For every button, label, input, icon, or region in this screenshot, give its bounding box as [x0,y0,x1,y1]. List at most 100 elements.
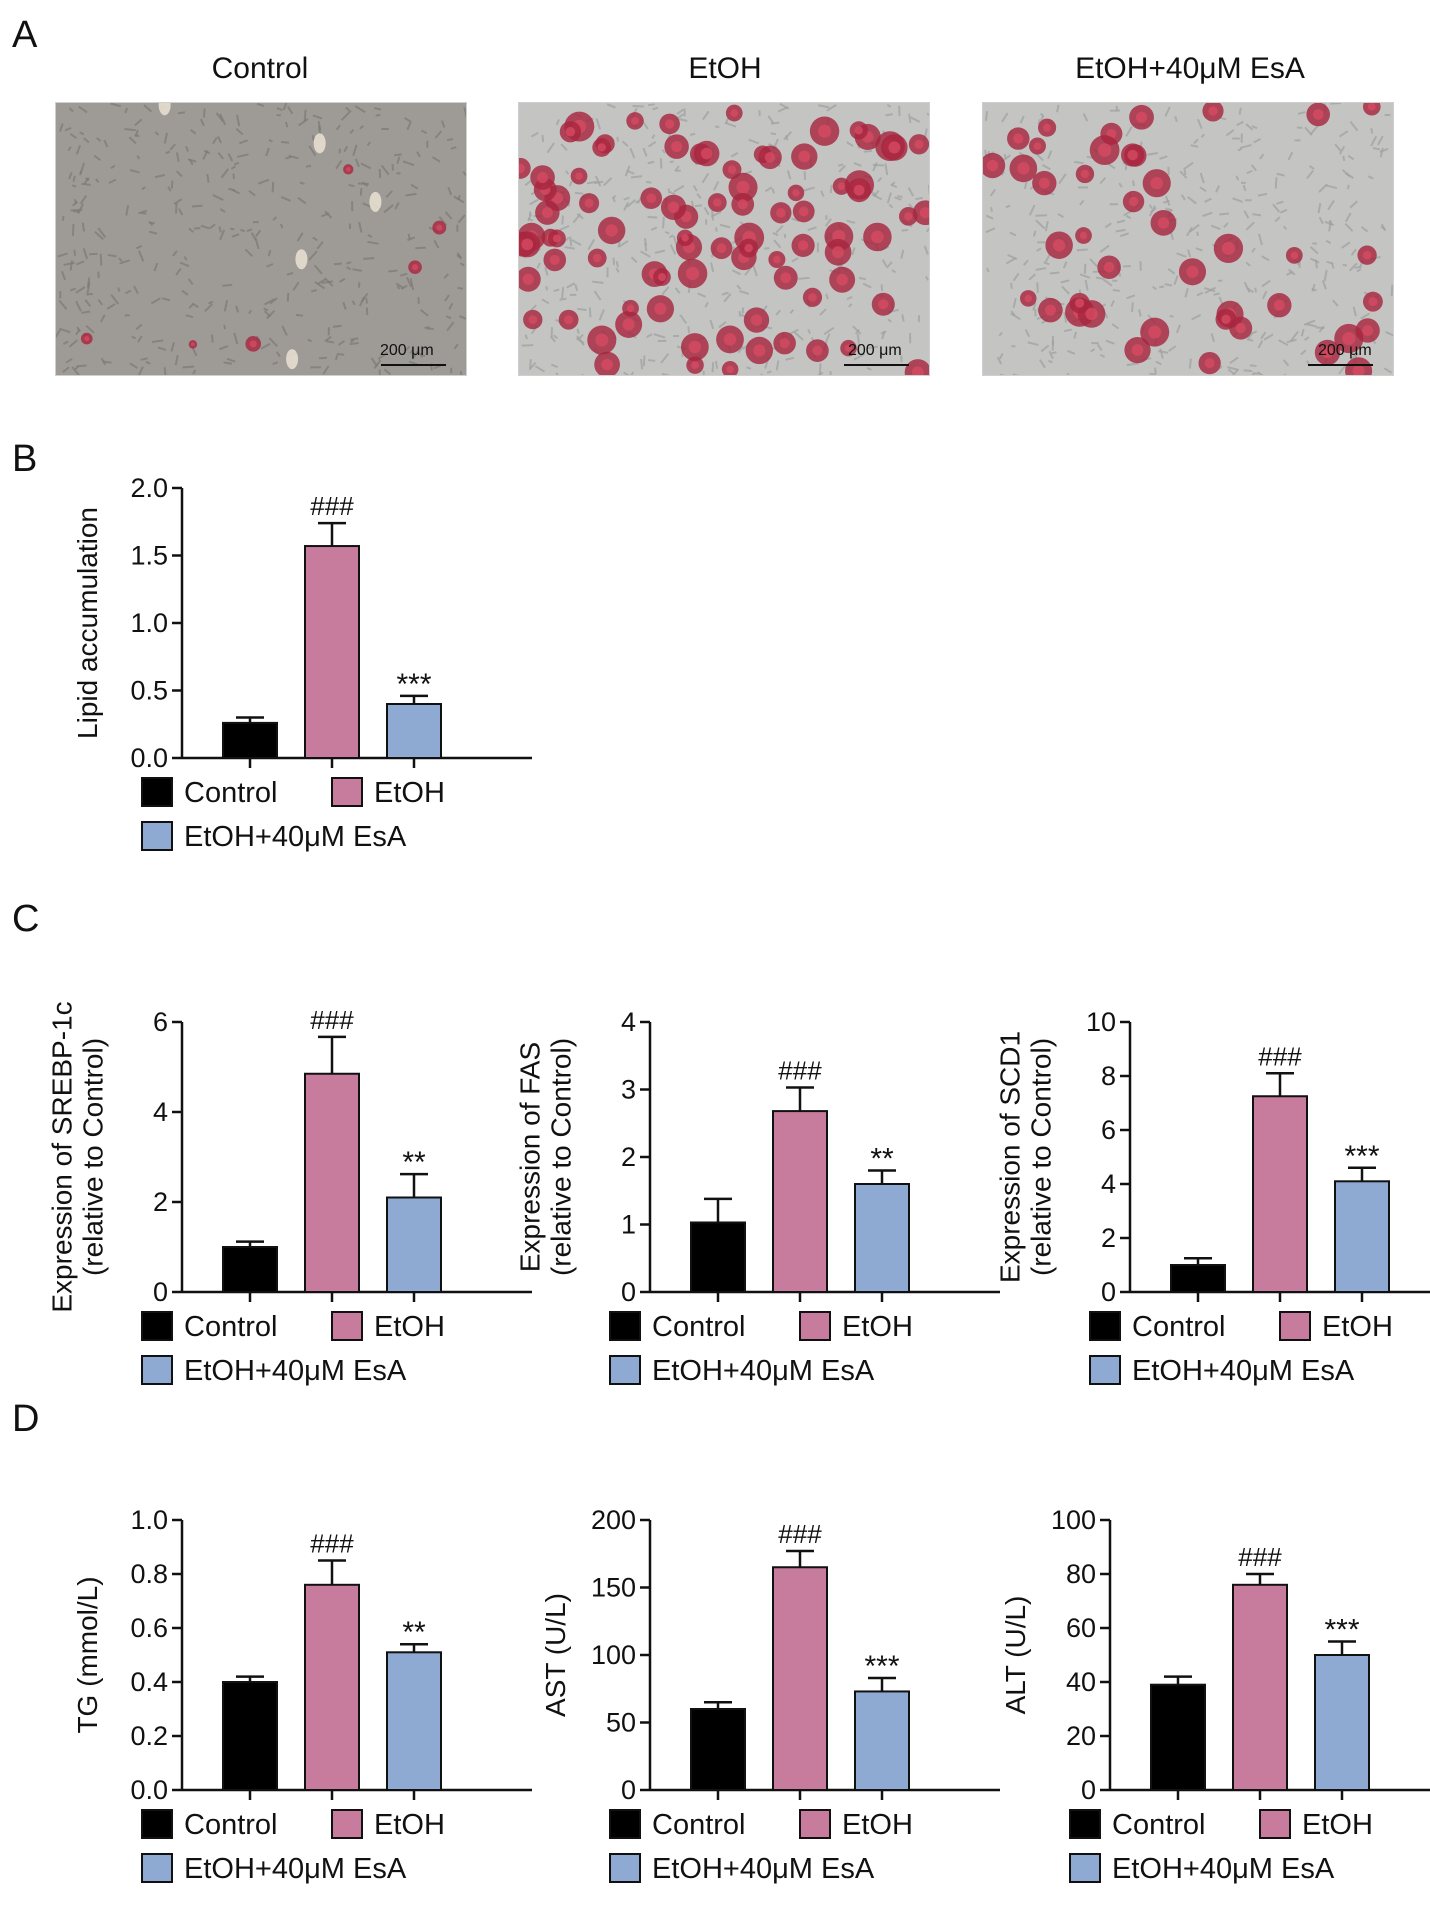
cell [433,239,440,249]
cell [559,224,570,231]
lipid-droplet-core [914,139,924,149]
cell [129,362,138,369]
cell [1286,338,1297,344]
cell [402,160,415,167]
cell [124,107,129,114]
cell [218,226,222,233]
cell [354,105,366,114]
cell [1099,176,1107,185]
lipid-droplet-core [904,212,913,221]
cell [660,353,670,364]
cell [129,168,140,174]
cell [1032,302,1037,311]
cell [679,314,688,324]
cell [647,140,657,148]
cell [1164,283,1173,287]
cell [1318,216,1324,225]
cell [1276,200,1284,205]
cell [71,366,81,375]
cell [125,289,132,295]
cell [1317,202,1322,214]
panel-letter-c: C [12,898,40,940]
lipid-droplet-core [716,243,727,254]
cell [1061,285,1070,295]
cell [1063,328,1072,333]
bar-etoh-40-m-esa [1334,1180,1390,1294]
cell [1202,211,1213,218]
lipid-droplet-core [564,315,574,325]
cell [1193,138,1199,145]
cell [179,261,190,268]
lipid-droplet-core [605,224,618,237]
lipid-droplet-core [1221,241,1236,255]
cell [204,303,213,313]
cell [1051,351,1057,355]
cell [1316,326,1325,330]
cell [925,275,929,281]
cell [910,116,921,123]
cell [606,103,616,109]
legend-swatch [141,1809,173,1839]
lipid-droplet-core [345,167,351,172]
cell [69,260,74,271]
cell [219,113,227,126]
legend-label: Control [184,777,278,809]
cell [1243,281,1251,293]
cell [188,227,194,233]
cell [456,254,462,259]
cell [901,314,905,322]
y-tick-label: 0 [1081,1775,1096,1805]
cell [167,186,172,192]
cell [1154,367,1157,375]
cell [362,202,371,208]
lipid-droplet-core [541,207,553,219]
cell [208,223,216,230]
cell [1027,341,1039,346]
lipid-droplet-core [753,344,766,357]
cell [336,352,345,356]
cell [848,303,853,308]
cell [802,186,815,192]
cell [453,343,459,350]
cell [825,333,831,343]
cell [629,147,636,159]
cell [1346,184,1350,190]
cell [1157,350,1169,354]
y-tick-label: 2 [1101,1223,1116,1253]
cell [1105,339,1115,345]
cell [396,285,401,290]
legend-label: EtOH [1322,1311,1393,1343]
lipid-droplet-core [832,246,845,259]
cell [998,331,1003,337]
lipid-droplet-core [657,273,666,282]
cell [1341,241,1351,249]
cell [777,106,789,113]
cell [119,259,131,265]
cell [295,314,304,317]
cell [285,155,292,160]
cell [100,357,107,366]
cell [714,125,720,129]
cell [148,230,158,235]
cell [544,267,549,276]
lipid-droplet-core [654,302,667,315]
lipid-droplet-core [1342,331,1356,346]
cell [1189,223,1200,233]
cell [1074,160,1084,165]
cell [1139,261,1142,271]
cell [1188,358,1192,369]
lipid-droplet-core [549,254,560,265]
cell [260,342,271,350]
cell [416,151,421,158]
y-tick-label: 2 [621,1142,636,1172]
cell [235,114,241,127]
cell [1261,279,1271,288]
cell [349,128,355,135]
lipid-droplet-core [870,230,884,244]
legend-swatch [141,821,173,851]
y-axis-label-line: Expression of SCD1 [995,1031,1026,1283]
cell [1047,150,1053,160]
cell [263,298,275,306]
cell [725,117,729,125]
y-tick-label: 40 [1066,1667,1096,1697]
